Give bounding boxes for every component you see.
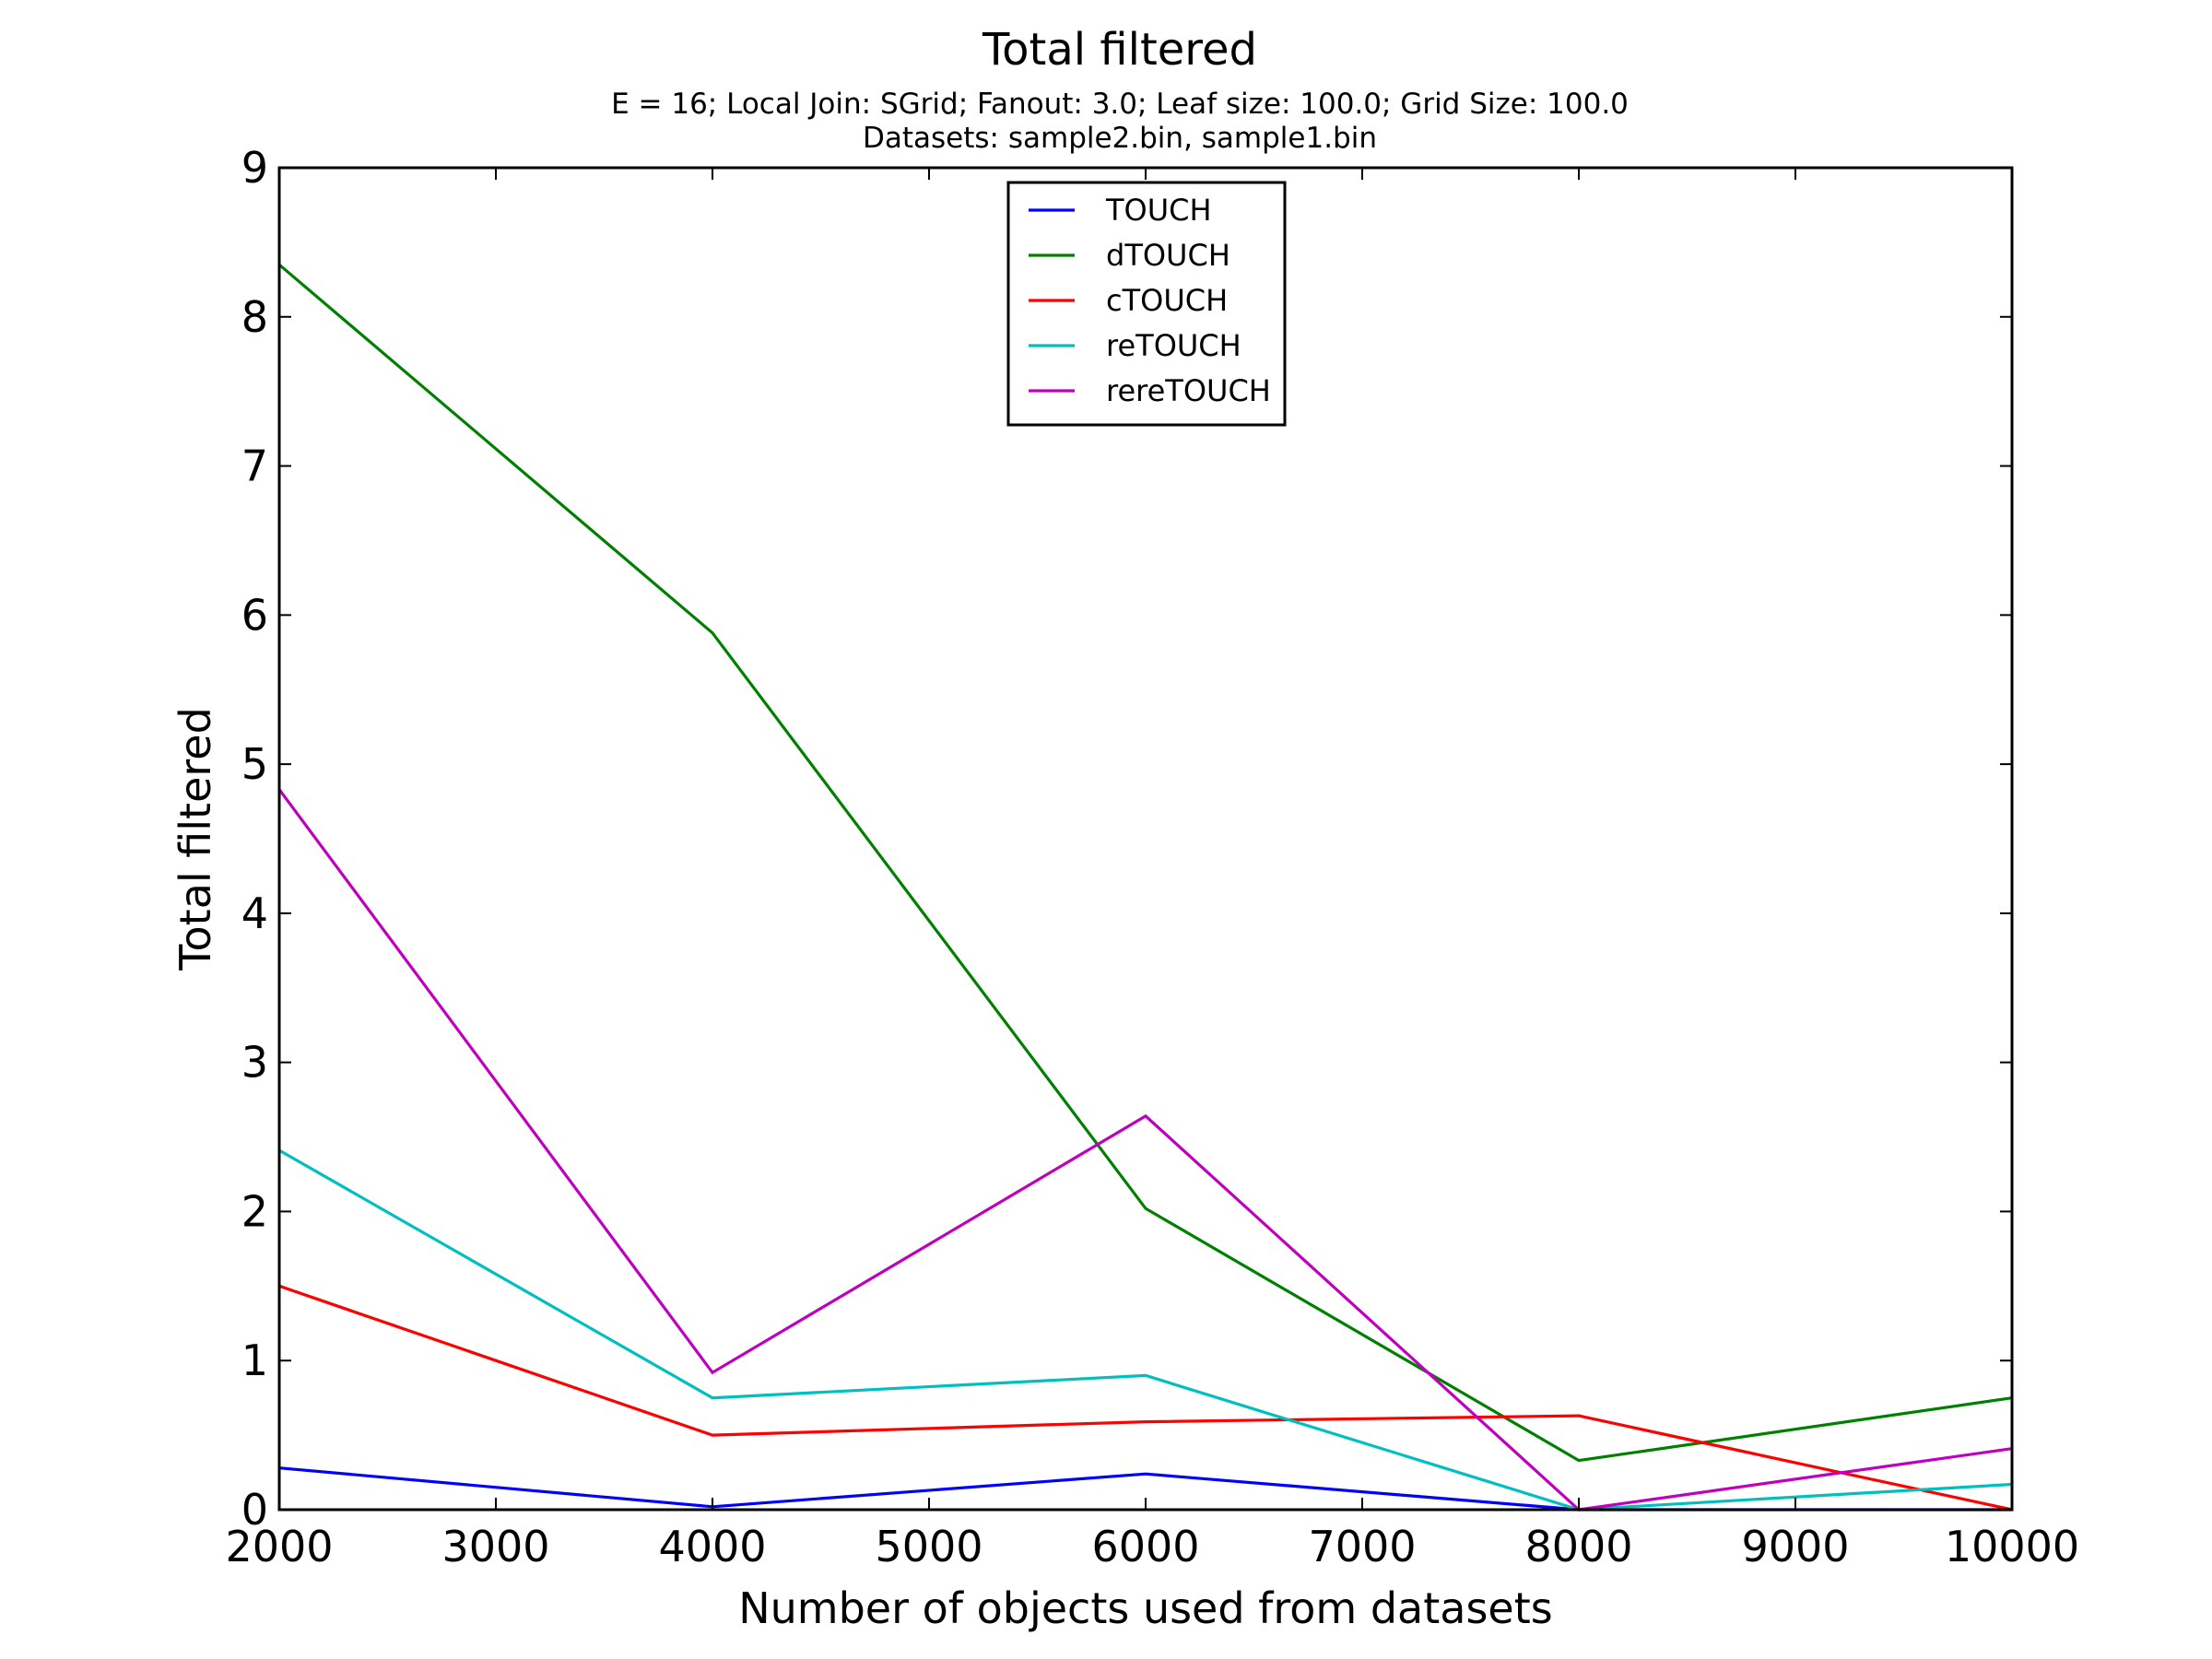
legend: TOUCH dTOUCH cTOUCH reTOUCH rereTOUCH (1006, 181, 1287, 427)
legend-label-dtouch: dTOUCH (1106, 238, 1230, 273)
x-tick-label-4000: 4000 (658, 1522, 766, 1571)
legend-label-ctouch: cTOUCH (1106, 283, 1228, 318)
series-line-reretouch (277, 788, 2013, 1512)
y-tick-label-9: 9 (241, 143, 268, 193)
ticks-layer: 2000 3000 4000 5000 6000 7000 8000 9000 10000 0 1 2… (225, 143, 2079, 1571)
series-line-ctouch (278, 1284, 2013, 1512)
x-tick-label-9000: 9000 (1741, 1522, 1849, 1571)
y-tick-label-3: 3 (241, 1038, 268, 1088)
x-tick-label-2000: 2000 (225, 1522, 333, 1571)
x-tick-label-5000: 5000 (875, 1522, 982, 1571)
x-axis-label: Number of objects used from datasets (738, 1583, 1553, 1633)
y-axis-label: Total filtered (171, 707, 220, 971)
y-tick-label-7: 7 (241, 441, 268, 491)
chart-subtitle-line-1: E = 16; Local Join: SGrid; Fanout: 3.0; … (611, 88, 1629, 121)
y-tick-label-1: 1 (241, 1335, 268, 1385)
y-tick-label-8: 8 (241, 292, 268, 342)
legend-box (1006, 181, 1287, 427)
legend-label-touch: TOUCH (1105, 193, 1212, 228)
series-line-dtouch (277, 263, 2013, 1463)
plot-frame (277, 166, 2014, 1512)
chart-title: Total filtered (982, 24, 1257, 76)
x-tick-label-6000: 6000 (1091, 1522, 1199, 1571)
x-tick-label-10000: 10000 (1945, 1522, 2079, 1571)
y-tick-label-2: 2 (241, 1186, 268, 1236)
x-tick-label-8000: 8000 (1524, 1522, 1632, 1571)
y-tick-label-5: 5 (241, 739, 268, 789)
x-tick-label-7000: 7000 (1308, 1522, 1416, 1571)
x-tick-label-3000: 3000 (441, 1522, 549, 1571)
y-tick-label-0: 0 (241, 1485, 268, 1535)
series-line-retouch (278, 1148, 2013, 1512)
chart-subtitle-line-2: Datasets: sample2.bin, sample1.bin (863, 122, 1377, 155)
y-tick-label-4: 4 (241, 888, 268, 938)
y-tick-label-6: 6 (241, 590, 268, 640)
legend-label-reretouch: rereTOUCH (1106, 373, 1271, 408)
legend-label-retouch: reTOUCH (1106, 328, 1241, 363)
